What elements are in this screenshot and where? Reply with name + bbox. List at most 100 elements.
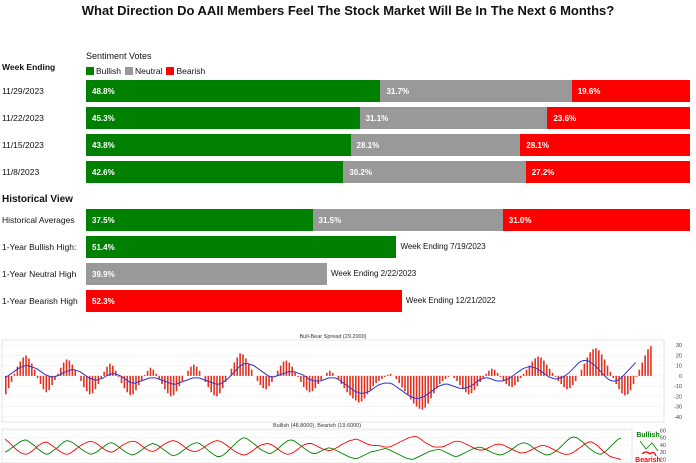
spread-bar [410,375,412,400]
spread-bar [589,352,591,376]
spread-bar [117,375,120,377]
spread-bar [297,375,299,377]
spread-bar [641,362,644,376]
spread-bar [326,372,328,376]
week-ending-note: Week Ending 2/22/2023 [330,269,417,278]
bearish-legend-label: Bearish [635,457,661,463]
line-chart-title: Bullish (48.8000), Bearish (19.6000) [273,423,361,429]
spread-bar [210,375,212,393]
y-tick-label: 0 [679,374,682,380]
spread-bar [456,375,458,381]
spread-bar [80,375,82,381]
spread-bar [193,364,195,376]
spread-bar [349,375,351,396]
spread-bar [169,375,172,397]
spread-bar [28,358,30,376]
spread-bar [109,363,111,376]
legend-bullish: Bullish [86,66,121,76]
spread-bar [219,375,221,394]
spread-bar [375,375,377,384]
spread-bar [114,370,117,376]
y-tick-label: 30 [660,450,666,456]
legend-bearish: Bearish [166,66,205,76]
spread-bar [346,375,348,393]
spread-bar [317,375,320,385]
spread-bar [126,375,129,393]
spread-bar [418,375,421,409]
bar-segment-bullish: 42.6% [86,161,344,183]
series-line-bullish [4,436,622,460]
spread-bar [462,375,464,390]
spread-bar [19,361,22,376]
spread-bar [65,359,68,376]
spread-bar [598,350,600,376]
spread-bar [464,375,467,393]
spread-bar [357,375,360,403]
spread-bar [441,375,444,381]
spread-bar [71,364,74,376]
spread-bar [288,362,291,376]
spread-bar [302,375,305,388]
spread-bar [482,375,484,378]
spread-bar [239,353,241,376]
spread-bar [453,375,455,378]
spread-bar [488,370,490,376]
bar-segment-bearish: 31.0% [502,209,690,231]
spread-bar [276,370,279,376]
spread-bar [592,349,594,376]
spread-bar [433,375,435,394]
spread-bar [233,362,236,376]
spread-bar [545,364,548,376]
spread-bar [378,375,380,381]
bar-segment-bullish: 48.8% [86,80,381,102]
spread-bar [129,375,131,396]
y-tick-label: 20 [660,457,666,463]
row-label: Historical Averages [2,215,75,225]
spread-bar [508,375,510,387]
spread-bar [155,373,158,376]
spread-bar [311,375,314,392]
spread-bar [537,356,539,376]
spread-bar [216,375,218,397]
spread-bar [236,357,239,376]
spread-bar [120,375,123,384]
spread-bar [514,375,516,386]
spread-bar [94,375,97,390]
spread-bar [146,370,149,376]
spread-bar [522,373,525,376]
spread-bar [540,357,542,376]
spread-bar [230,368,233,376]
spread-bar [265,375,267,390]
spread-bar [190,366,192,376]
spread-bar [39,375,42,385]
spread-bar [447,375,450,377]
spread-bar [632,375,635,385]
spread-bar [363,375,366,399]
bar-segment-bullish: 45.3% [86,107,360,129]
bar-segment-neutral: 31.5% [312,209,503,231]
stacked-bar: 48.8% 31.7% 19.6% [86,80,690,102]
spread-bar [213,375,215,396]
y-tick-label: -40 [674,415,682,421]
spread-bar [308,375,311,393]
spread-bar [366,375,369,395]
spread-bar [609,371,612,376]
y-tick-label: -10 [674,384,682,390]
spread-bar [343,375,346,389]
spread-bar [74,369,77,376]
spread-bar [650,346,652,376]
spread-bar [569,375,571,389]
spread-bar [586,357,589,376]
spread-bar [615,375,617,385]
one-year-high-bar: 51.4% [86,236,397,258]
row-label: 11/22/2023 [2,113,44,123]
spread-average-line [4,360,636,399]
spread-bar [528,365,531,376]
spread-bar [647,349,649,376]
spread-bar [618,375,620,390]
spread-bar [372,375,374,387]
spread-bar [583,363,586,376]
spread-bar [574,375,577,381]
spread-bar [140,375,143,380]
spread-bar [470,375,473,394]
